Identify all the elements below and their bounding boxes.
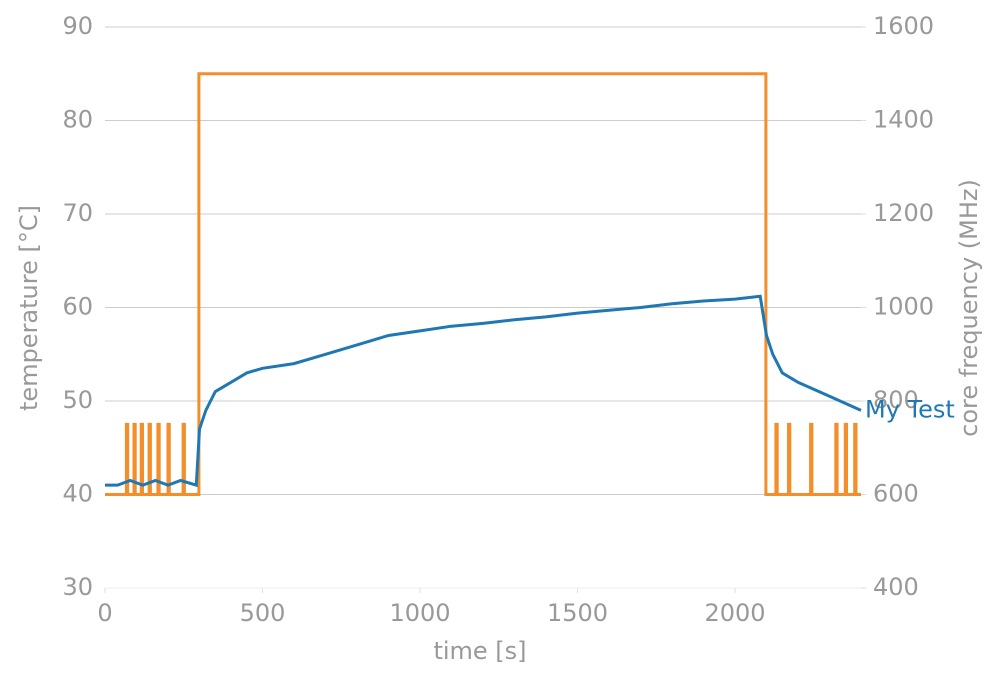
series-line bbox=[105, 72, 861, 496]
x-tick-label: 1500 bbox=[547, 599, 608, 627]
y2-tick-label: 1400 bbox=[873, 106, 934, 134]
series-label: My Test bbox=[865, 395, 955, 423]
y2-tick-label: 800 bbox=[873, 386, 919, 414]
y-axis-label: temperature [°C] bbox=[15, 205, 43, 411]
y-tick-label: 70 bbox=[62, 199, 93, 227]
y-tick-label: 80 bbox=[62, 106, 93, 134]
y-tick-label: 50 bbox=[62, 386, 93, 414]
x-tick-label: 500 bbox=[240, 599, 286, 627]
x-tick-label: 0 bbox=[97, 599, 112, 627]
y2-tick-label: 1600 bbox=[873, 12, 934, 40]
y-tick-label: 60 bbox=[62, 293, 93, 321]
y-tick-label: 30 bbox=[62, 573, 93, 601]
series-line bbox=[105, 294, 862, 488]
y-tick-label: 40 bbox=[62, 480, 93, 508]
x-axis-label: time [s] bbox=[433, 637, 526, 665]
x-tick-label: 2000 bbox=[704, 599, 765, 627]
y2-tick-label: 1000 bbox=[873, 293, 934, 321]
y2-tick-label: 600 bbox=[873, 480, 919, 508]
y-tick-label: 90 bbox=[62, 12, 93, 40]
y2-tick-label: 400 bbox=[873, 573, 919, 601]
x-tick-label: 1000 bbox=[389, 599, 450, 627]
y2-tick-label: 1200 bbox=[873, 199, 934, 227]
y2-axis-label: core frequency (MHz) bbox=[955, 179, 983, 437]
